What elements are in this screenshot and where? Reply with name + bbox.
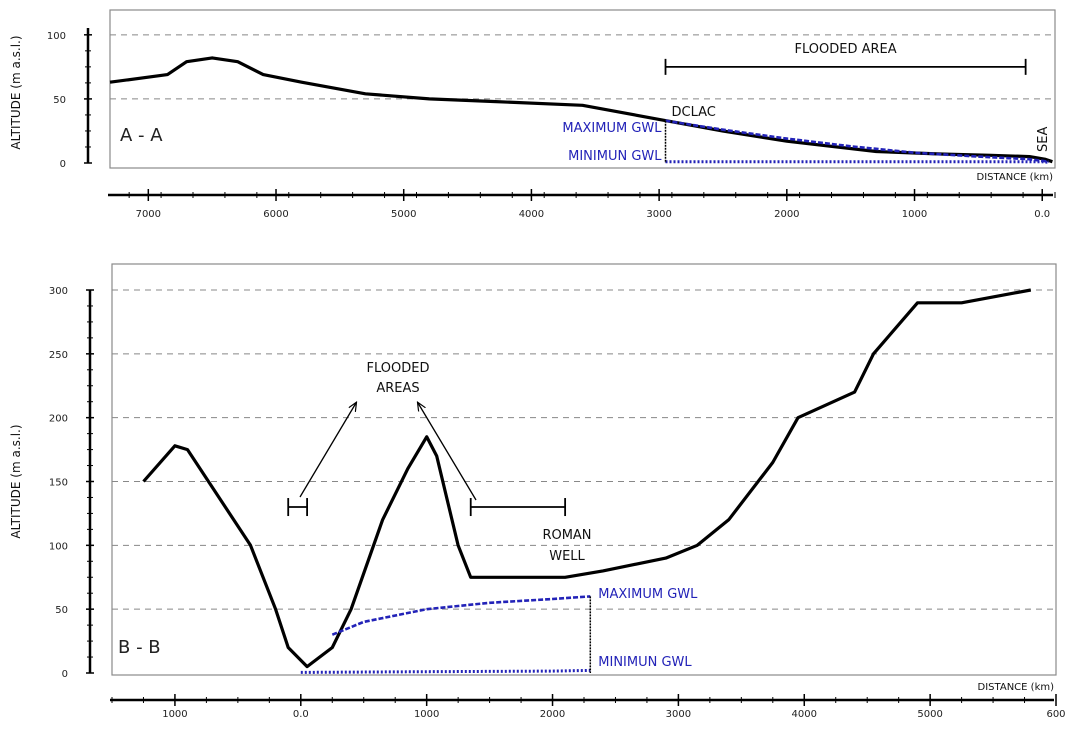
- x-tick-label: 0.0: [293, 709, 309, 720]
- y-tick-label: 250: [49, 350, 68, 361]
- y-tick-label: 200: [49, 414, 68, 425]
- sea-label: SEA: [1036, 127, 1051, 152]
- arrow-to-flooded-areas-left: [299, 403, 356, 498]
- panel-b-b: 0 50 100 150 200 250 300 ALTITUDE (m a.s.l.) 100…: [9, 263, 1066, 720]
- section-label: B - B: [118, 637, 161, 658]
- x-tick-label: 3000: [646, 209, 671, 220]
- well-label-line1: ROMAN: [542, 528, 591, 543]
- y-tick-label: 150: [49, 478, 68, 489]
- y-tick-label: 100: [47, 31, 66, 42]
- y-tick-label: 100: [49, 541, 68, 552]
- section-label: A - A: [120, 125, 163, 146]
- x-tick-label: 1000: [414, 709, 439, 720]
- x-tick-label: 5000: [391, 209, 416, 220]
- minimum-gwl-label: MINIMUN GWL: [598, 655, 692, 670]
- x-tick-label: 1000: [162, 709, 187, 720]
- maximum-gwl-line: [665, 119, 1049, 163]
- y-tick-label: 50: [55, 605, 68, 616]
- y-tick-label: 300: [49, 286, 68, 297]
- terrain-profile-line: [142, 288, 1032, 669]
- flooded-area-label: FLOODED AREA: [795, 42, 897, 57]
- y-tick-label: 0: [62, 669, 68, 680]
- well-label-line2: WELL: [549, 549, 585, 564]
- maximum-gwl-line: [331, 595, 591, 636]
- x-tick-label: 5000: [917, 709, 942, 720]
- x-tick-label: 0.0: [1034, 209, 1050, 220]
- maximum-gwl-label: MAXIMUM GWL: [598, 587, 698, 602]
- x-tick-label: 6000: [263, 209, 288, 220]
- x-tick-label: 2000: [540, 709, 565, 720]
- y-tick-label: 50: [53, 95, 66, 106]
- minimum-gwl-line: [665, 160, 1049, 164]
- x-tick-label: 3000: [666, 709, 691, 720]
- terrain-profile-line: [109, 56, 1053, 164]
- x-tick-label: 600: [1046, 709, 1065, 720]
- plot-frame: [111, 263, 1057, 676]
- arrow-to-flooded-areas-right: [418, 403, 477, 501]
- y-axis-title: ALTITUDE (m a.s.l.): [9, 35, 23, 149]
- x-tick-label: 2000: [774, 209, 799, 220]
- x-tick-label: 1000: [902, 209, 927, 220]
- x-tick-label: 7000: [136, 209, 161, 220]
- flooded-areas-label-line1: FLOODED: [367, 361, 430, 376]
- y-tick-label: 0: [60, 159, 66, 170]
- minimum-gwl-line: [300, 668, 591, 674]
- maximum-gwl-label: MAXIMUM GWL: [562, 121, 662, 136]
- x-tick-label: 4000: [519, 209, 544, 220]
- minimum-gwl-label: MINIMUN GWL: [568, 149, 662, 164]
- x-axis-title: DISTANCE (km): [978, 682, 1055, 693]
- well-label: DCLAC: [672, 105, 716, 120]
- panel-a-a: 0 50 100 ALTITUDE (m a.s.l.) 7000 6000 5000 400…: [9, 9, 1056, 220]
- plot-frame: [109, 9, 1056, 169]
- y-axis-title: ALTITUDE (m a.s.l.): [9, 424, 23, 538]
- x-tick-label: 4000: [792, 709, 817, 720]
- flooded-areas-label-line2: AREAS: [376, 381, 419, 396]
- x-axis-title: DISTANCE (km): [977, 172, 1054, 183]
